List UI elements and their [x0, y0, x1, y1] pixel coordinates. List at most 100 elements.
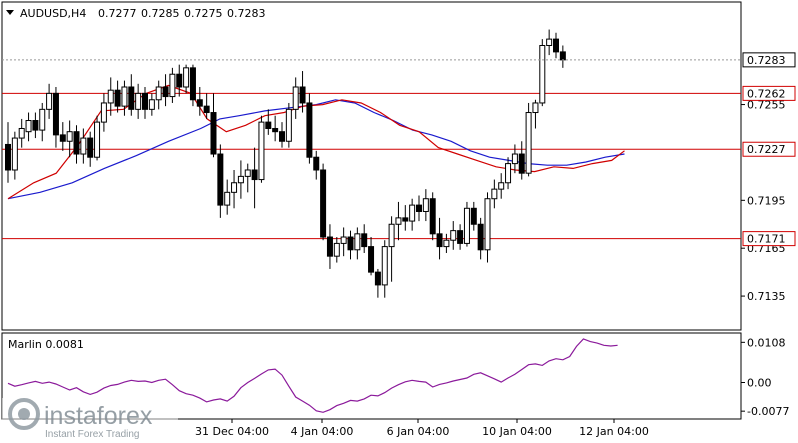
bearish-candle — [553, 38, 559, 53]
bearish-candle — [402, 217, 409, 222]
price-tag-box — [742, 231, 796, 247]
bullish-candle — [237, 175, 244, 184]
bullish-candle — [155, 86, 162, 101]
ohlc-low: 0.7275 — [184, 7, 223, 20]
bearish-candle — [210, 112, 217, 155]
bearish-candle — [87, 137, 94, 158]
bearish-candle — [326, 236, 333, 257]
slow-moving-average-line — [7, 99, 625, 200]
bearish-candle — [176, 73, 183, 88]
indicator-tick-label: -0.0077 — [747, 405, 789, 418]
bearish-candle — [73, 131, 80, 155]
instaforex-logo: instaforex Instant Forex Trading — [2, 398, 178, 440]
bullish-candle — [224, 191, 231, 206]
bearish-candle — [361, 233, 368, 248]
bullish-candle — [491, 188, 498, 200]
bullish-candle — [18, 127, 25, 139]
symbol-timeframe: AUDUSD,H4 — [20, 7, 86, 20]
bullish-candle — [107, 89, 114, 104]
time-tick-label: 6 Jan 04:00 — [387, 425, 450, 438]
logo-ring-icon — [8, 398, 40, 430]
bearish-candle — [114, 89, 121, 107]
price-panel[interactable] — [1, 1, 742, 331]
bullish-candle — [484, 198, 491, 251]
bearish-candle — [470, 207, 477, 225]
bullish-candle — [354, 233, 361, 251]
bullish-candle — [539, 44, 546, 104]
bearish-candle — [429, 198, 436, 235]
logo-dot-icon — [18, 408, 30, 420]
bullish-candle — [94, 121, 101, 158]
bearish-candle — [162, 86, 169, 98]
bearish-candle — [518, 153, 525, 174]
indicator-axis: 0.0108 0.00 -0.0077 — [741, 336, 789, 418]
price-tick-label: 0.7135 — [747, 290, 786, 303]
bearish-candle — [374, 271, 381, 286]
bearish-candle — [59, 134, 66, 142]
level-price-label: 0.7262 — [747, 87, 786, 100]
level-price-label: 0.7171 — [747, 233, 786, 246]
price-tag-box — [742, 141, 796, 157]
bearish-candle — [203, 105, 210, 114]
level-price-label: 0.7227 — [747, 143, 786, 156]
time-tick-label: 12 Jan 04:00 — [579, 425, 649, 438]
bullish-candle — [39, 108, 46, 131]
bullish-candle — [258, 121, 265, 181]
bullish-candle — [135, 92, 142, 110]
time-axis: 31 Dec 04:00 4 Jan 04:00 6 Jan 04:00 10 Jan… — [195, 419, 649, 438]
price-tag-box — [742, 52, 796, 68]
indicator-tick-label: 0.0108 — [747, 336, 786, 349]
bullish-candle — [463, 207, 470, 244]
bearish-candle — [559, 51, 566, 61]
bearish-candle — [52, 92, 59, 136]
bullish-candle — [395, 217, 402, 225]
bullish-candle — [244, 169, 251, 177]
bearish-candle — [196, 99, 203, 107]
bearish-candle — [142, 92, 148, 110]
bearish-candle — [313, 156, 320, 171]
bearish-candle — [306, 102, 313, 158]
price-tag-box — [742, 85, 796, 101]
bullish-candle — [381, 246, 388, 286]
bearish-candle — [368, 246, 375, 273]
watermark-tagline: Instant Forex Trading — [45, 429, 140, 440]
bullish-candle — [443, 239, 450, 248]
candlesticks — [5, 29, 566, 298]
price-tags: 0.7283 0.7262 0.7227 0.7171 — [2, 52, 796, 247]
bearish-candle — [265, 121, 272, 129]
bullish-candle — [231, 182, 238, 193]
watermark-backdrop — [2, 398, 178, 440]
time-tick-label: 10 Jan 04:00 — [482, 425, 552, 438]
bullish-candle — [422, 198, 429, 212]
indicator-label: Marlin 0.0081 — [8, 338, 84, 351]
bearish-candle — [416, 204, 422, 212]
price-tick-label: 0.7255 — [747, 99, 786, 112]
bullish-candle — [498, 182, 505, 190]
indicator-tick-label: 0.00 — [747, 377, 772, 390]
watermark-brand: instaforex — [44, 402, 153, 430]
bearish-candle — [477, 223, 484, 251]
ohlc-open: 0.7277 — [98, 7, 137, 20]
bearish-candle — [457, 230, 464, 244]
bearish-candle — [279, 131, 285, 142]
bearish-candle — [128, 86, 135, 110]
ohlc-high: 0.7285 — [141, 7, 180, 20]
marlin-line — [7, 338, 618, 413]
current-price-label: 0.7283 — [747, 54, 786, 67]
bearish-candle — [251, 169, 258, 181]
ohlc-close: 0.7283 — [227, 7, 266, 20]
collapse-triangle-icon[interactable] — [6, 10, 14, 15]
bullish-candle — [25, 120, 32, 133]
bullish-candle — [292, 86, 299, 110]
bullish-candle — [285, 108, 292, 142]
bullish-candle — [532, 102, 539, 114]
bullish-candle — [183, 67, 190, 88]
bearish-candle — [217, 153, 224, 206]
bearish-candle — [320, 169, 327, 238]
bearish-candle — [5, 143, 11, 171]
bearish-candle — [436, 233, 443, 248]
bearish-candle — [272, 127, 279, 133]
indicator-series — [7, 338, 618, 413]
